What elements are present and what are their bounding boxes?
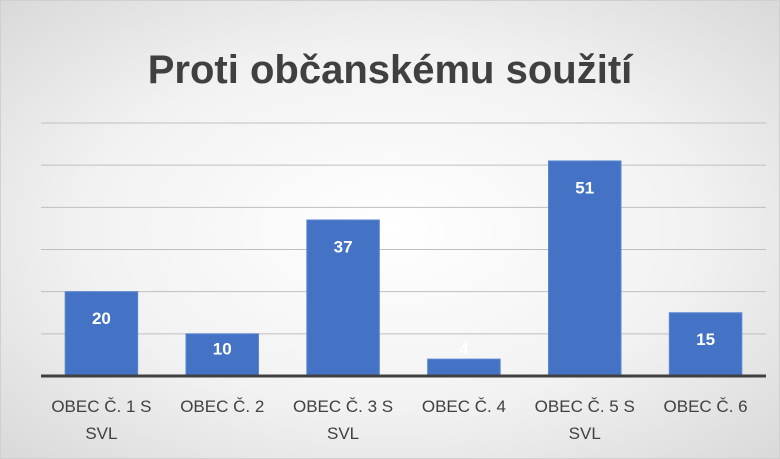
x-tick-label: OBEC Č. 6 (663, 397, 748, 416)
bar (306, 219, 380, 377)
data-label: 4 (459, 339, 469, 358)
x-tick-label: OBEC Č. 3 S SVL (293, 397, 394, 443)
bar (548, 160, 622, 377)
x-tick-label: OBEC Č. 5 S SVL (534, 397, 635, 443)
bar (427, 358, 501, 377)
data-label: 37 (334, 237, 353, 256)
data-label: 15 (696, 330, 715, 349)
data-label: 10 (213, 339, 232, 358)
bar (668, 312, 743, 377)
chart-title: Proti občanskému soužití (148, 48, 634, 92)
bar (64, 291, 139, 377)
data-label: 20 (92, 309, 111, 328)
x-tick-label: OBEC Č. 2 (180, 397, 265, 416)
x-tick-label: OBEC Č. 1 S SVL (51, 397, 152, 443)
x-tick-label: OBEC Č. 4 (421, 397, 506, 416)
data-label: 51 (575, 178, 594, 197)
